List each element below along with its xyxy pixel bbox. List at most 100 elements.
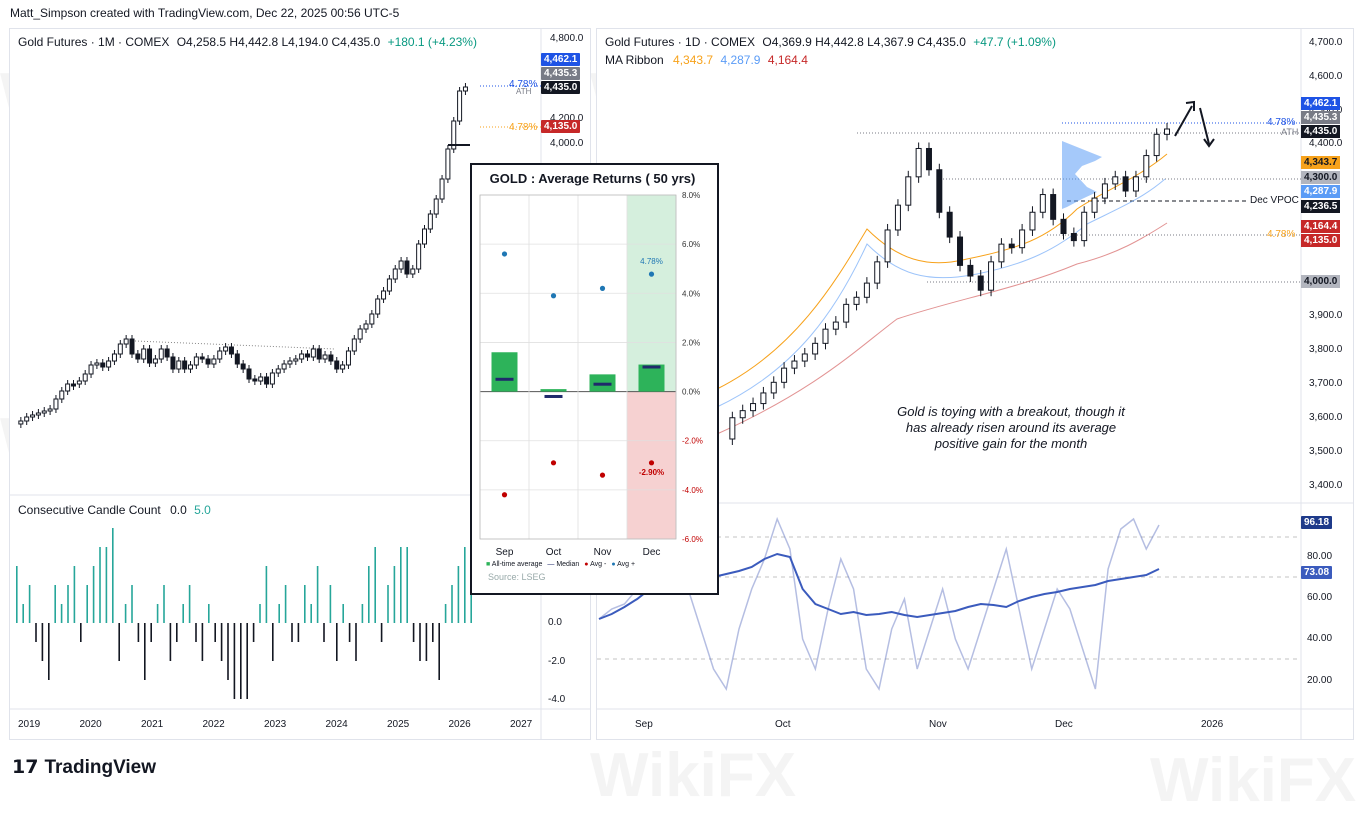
candle-body (269, 372, 275, 385)
candle-body (1101, 183, 1108, 199)
right-price-tag: 4,236.5 (1301, 200, 1341, 213)
candle-body (205, 358, 211, 365)
right-price-label: 4,400.0 (1309, 138, 1343, 149)
right-symbol: Gold Futures · 1D · COMEX (605, 35, 756, 49)
candle-body (258, 376, 264, 382)
histogram-bar (240, 623, 242, 699)
inset-chart-svg: 8.0% 6.0% 4.0% 2.0% 0.0% -2.0% -4.0% -6.0% Sep Oc… (479, 191, 703, 558)
inset-median-mark (593, 382, 612, 386)
candle-body (30, 414, 36, 418)
histogram-bar (412, 623, 415, 642)
right-price-label: 4,700.0 (1309, 37, 1343, 48)
histogram-bar (54, 585, 56, 623)
candle-body (791, 360, 798, 369)
left-axis-4200: 4,200.0 (550, 113, 584, 124)
right-time-label: 2026 (1201, 719, 1224, 730)
candle-body (439, 178, 445, 200)
inset-legend: ■ All-time average — Median ● Avg - ● Avg + (486, 561, 640, 568)
histogram-bar (48, 623, 50, 680)
histogram-bar (380, 623, 383, 642)
tradingview-brand: TradingView (44, 757, 157, 778)
indicator-axis-m4: -4.0 (548, 694, 566, 705)
right-time-label: Sep (635, 719, 653, 730)
histogram-bar (368, 566, 370, 623)
inset-ytick: 4.0% (682, 289, 700, 298)
inset-ytick: 8.0% (682, 191, 700, 200)
histogram-bar (284, 585, 287, 623)
inset-avg-neg-point (550, 460, 557, 466)
right-pct-orange: 4.78% (1267, 229, 1296, 240)
candle-body (106, 360, 112, 368)
candle-body (223, 346, 229, 352)
candle-body (328, 354, 334, 362)
left-tag-high: 4,462.1 (541, 53, 581, 66)
candle-body (998, 243, 1005, 263)
right-time-label: Nov (929, 719, 947, 730)
right-chart-pane[interactable]: Gold Futures · 1D · COMEX O4,369.9 H4,44… (596, 28, 1354, 740)
candle-body (316, 348, 322, 360)
candle-body (158, 348, 164, 360)
analysis-note-line-3: positive gain for the month (934, 436, 1088, 451)
candle-body (47, 408, 53, 412)
right-price-tag: 4,435.0 (1301, 125, 1341, 138)
candle-body (386, 278, 392, 292)
candle-body (884, 229, 891, 263)
candle-body (451, 120, 457, 150)
histogram-bar (297, 623, 300, 642)
histogram-bar (278, 604, 280, 623)
left-time-label: 2019 (18, 719, 41, 730)
analysis-note: Gold is toying with a breakout, though i… (866, 404, 1156, 452)
left-time-label: 2025 (387, 719, 410, 730)
histogram-bar (131, 585, 133, 623)
candle-body (234, 353, 240, 365)
inset-plot-frame (479, 194, 677, 540)
inset-legend-label: Median (556, 561, 580, 568)
candle-body (375, 298, 381, 315)
right-price-tag: 4,462.1 (1301, 97, 1341, 110)
left-pct-blue: 4.78% (509, 79, 538, 90)
candle-body (457, 90, 463, 122)
candle-body (1019, 229, 1026, 249)
inset-source: Source: LSEG (488, 572, 546, 582)
histogram-bar (182, 604, 184, 623)
candle-body (252, 378, 258, 382)
candle-body (1112, 176, 1119, 185)
indicator-title: Consecutive Candle Count (18, 503, 161, 517)
candle-body (832, 321, 839, 330)
inset-ytick: -2.0% (682, 437, 703, 446)
inset-ytick: 0.0% (682, 388, 700, 397)
right-price-tag: 4,435.3 (1301, 111, 1341, 124)
histogram-bar (400, 547, 402, 623)
average-returns-inset: GOLD : Average Returns ( 50 yrs) 8.0% 6.0… (470, 163, 719, 595)
tradingview-logo[interactable]: 17 TradingView (12, 756, 156, 779)
right-ohlc: O4,369.9 H4,442.8 L4,367.9 C4,435.0 (762, 35, 966, 49)
osc-tag-slow: 73.08 (1301, 566, 1333, 579)
candle-body (82, 373, 88, 382)
candle-body (1153, 133, 1160, 157)
histogram-bar (451, 585, 453, 623)
candle-body (88, 364, 94, 375)
candle-body (925, 147, 932, 171)
candle-body (170, 356, 176, 370)
left-ath-label: ATH (516, 87, 532, 96)
candle-body (410, 268, 416, 275)
candle-body (35, 412, 41, 416)
histogram-bar (188, 585, 191, 623)
right-change: +47.7 (+1.09%) (973, 35, 1056, 49)
candle-body (141, 348, 147, 360)
inset-legend-item: ● Avg - (584, 561, 606, 568)
candle-body (967, 264, 974, 277)
candle-body (422, 228, 427, 245)
inset-category-label: Nov (594, 547, 612, 558)
histogram-bar (265, 566, 268, 623)
ma-ribbon-v3: 4,164.4 (767, 53, 808, 67)
candle-body (152, 358, 158, 364)
inset-avg-pos-point (648, 271, 655, 277)
right-price-tag: 4,135.0 (1301, 234, 1341, 247)
histogram-bar (169, 623, 172, 661)
candle-body (334, 360, 340, 370)
candle-body (246, 368, 252, 380)
candle-body (345, 350, 351, 366)
histogram-bar (150, 623, 152, 642)
candle-body (369, 313, 375, 325)
